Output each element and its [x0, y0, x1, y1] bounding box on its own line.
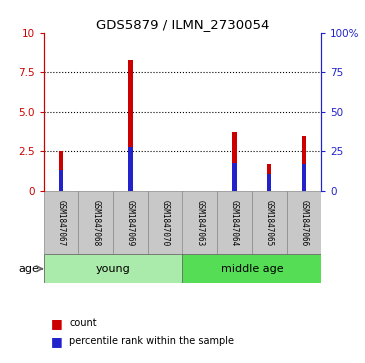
Bar	[44, 254, 182, 283]
Bar	[267, 164, 271, 191]
Text: GSM1847068: GSM1847068	[91, 200, 100, 246]
Bar	[182, 254, 321, 283]
Text: percentile rank within the sample: percentile rank within the sample	[69, 336, 234, 346]
Text: GSM1847066: GSM1847066	[299, 200, 308, 246]
Bar	[233, 132, 237, 191]
Text: ■: ■	[51, 317, 63, 330]
Bar	[287, 191, 321, 254]
Bar	[44, 191, 78, 254]
Bar	[78, 191, 113, 254]
Text: young: young	[96, 264, 131, 274]
Text: ■: ■	[51, 335, 63, 348]
Bar	[302, 164, 306, 191]
Text: GSM1847065: GSM1847065	[265, 200, 274, 246]
Text: middle age: middle age	[220, 264, 283, 274]
Text: GSM1847067: GSM1847067	[57, 200, 66, 246]
Bar	[217, 191, 252, 254]
Bar	[252, 191, 287, 254]
Bar	[59, 151, 63, 191]
Title: GDS5879 / ILMN_2730054: GDS5879 / ILMN_2730054	[96, 19, 269, 32]
Bar	[128, 147, 132, 191]
Text: GSM1847070: GSM1847070	[161, 200, 170, 246]
Text: count: count	[69, 318, 97, 328]
Bar	[182, 191, 217, 254]
Bar	[128, 60, 132, 191]
Text: GSM1847069: GSM1847069	[126, 200, 135, 246]
Text: GSM1847064: GSM1847064	[230, 200, 239, 246]
Bar	[113, 191, 148, 254]
Bar	[148, 191, 182, 254]
Bar	[267, 174, 271, 191]
Bar	[59, 171, 63, 191]
Bar	[302, 136, 306, 191]
Bar	[233, 163, 237, 191]
Text: age: age	[19, 264, 40, 274]
Text: GSM1847063: GSM1847063	[195, 200, 204, 246]
